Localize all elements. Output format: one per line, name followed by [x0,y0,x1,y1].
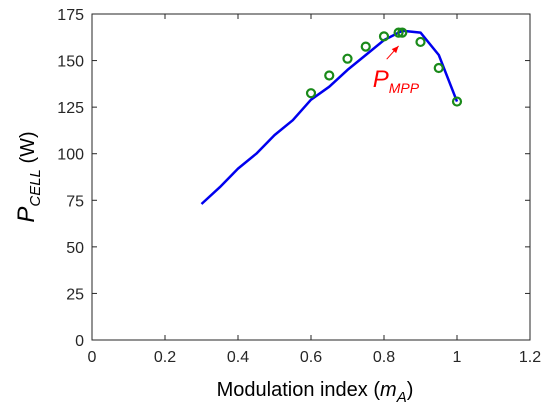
x-axis-label: Modulation index (mA) [217,379,414,406]
y-tick-label: 125 [57,100,84,117]
annotation-label: PMPP [373,66,420,96]
data-point [305,88,317,99]
x-tick-label: 0.6 [300,349,322,366]
x-tick-label: 0.2 [154,349,176,366]
x-tick-label: 0 [88,349,97,366]
data-point [342,53,353,64]
x-tick-label: 1 [453,349,462,366]
y-tick-label: 150 [57,54,84,71]
plot-area [91,13,531,341]
label-layer: Modulation index (mA) PCELL (W) [13,131,413,406]
annotation-arrow-head [391,45,399,54]
y-tick-label: 100 [57,147,84,164]
series-line [200,29,459,205]
x-tick-label: 0.4 [227,349,249,366]
y-axis-label: PCELL (W) [13,131,44,222]
series-layer [200,27,463,205]
plot-frame [91,13,531,341]
data-point [378,31,390,42]
y-tick-label: 25 [66,286,84,303]
data-point [393,27,404,38]
data-point [451,96,463,107]
x-tick-label: 1.2 [519,349,541,366]
data-point [415,36,426,48]
data-point [324,70,335,81]
data-point [360,41,371,52]
y-tick-label: 175 [57,7,84,24]
data-point [433,62,444,74]
data-point [397,27,408,38]
axes-layer: 0 0.2 0.4 0.6 0.8 1 1.2 0 25 50 75 100 125 150 175 [57,7,541,366]
y-tick-label: 75 [66,193,84,210]
y-tick-label: 0 [75,333,84,350]
y-tick-label: 50 [66,240,84,257]
annotation-layer: PMPP [373,45,420,96]
x-tick-label: 0.8 [373,349,395,366]
